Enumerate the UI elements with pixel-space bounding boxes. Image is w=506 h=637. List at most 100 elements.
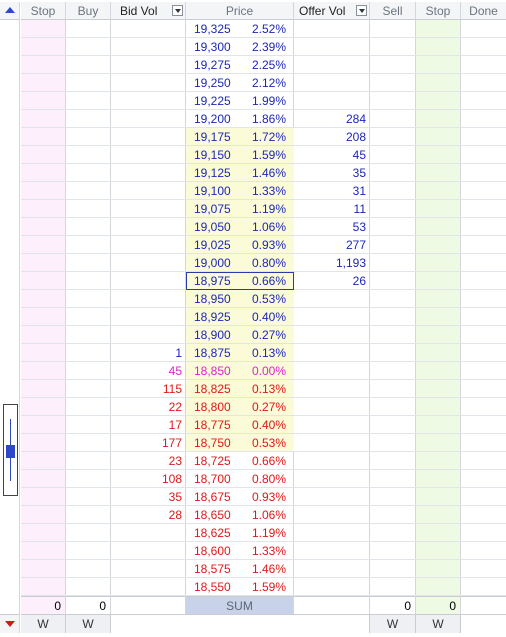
stop-right-cell[interactable] (416, 290, 461, 308)
header-done[interactable]: Done (461, 2, 506, 20)
sell-cell[interactable] (370, 92, 416, 110)
buy-cell[interactable] (66, 110, 111, 128)
stop-left-cell[interactable] (21, 560, 66, 578)
slider-thumb[interactable] (6, 445, 15, 458)
stop-right-column[interactable] (416, 20, 461, 596)
buy-cell[interactable] (66, 452, 111, 470)
sell-cell[interactable] (370, 200, 416, 218)
buy-cell[interactable] (66, 542, 111, 560)
stop-right-cell[interactable] (416, 236, 461, 254)
stop-right-cell[interactable] (416, 344, 461, 362)
sell-cell[interactable] (370, 524, 416, 542)
stop-right-cell[interactable] (416, 362, 461, 380)
stop-right-cell[interactable] (416, 272, 461, 290)
stop-right-cell[interactable] (416, 578, 461, 596)
center-slider[interactable] (3, 404, 18, 496)
stop-left-cell[interactable] (21, 20, 66, 38)
buy-cell[interactable] (66, 560, 111, 578)
stop-left-cell[interactable] (21, 506, 66, 524)
buy-cell[interactable] (66, 344, 111, 362)
stop-left-cell[interactable] (21, 344, 66, 362)
stop-right-cell[interactable] (416, 542, 461, 560)
stop-left-cell[interactable] (21, 272, 66, 290)
buy-cell[interactable] (66, 74, 111, 92)
sell-cell[interactable] (370, 74, 416, 92)
stop-right-cell[interactable] (416, 110, 461, 128)
sell-cell[interactable] (370, 344, 416, 362)
stop-right-cell[interactable] (416, 308, 461, 326)
buy-cell[interactable] (66, 56, 111, 74)
stop-right-w-button[interactable]: W (416, 614, 461, 633)
header-stop-left[interactable]: Stop (21, 2, 66, 20)
stop-left-cell[interactable] (21, 56, 66, 74)
buy-column[interactable] (66, 20, 111, 596)
stop-right-cell[interactable] (416, 560, 461, 578)
sell-cell[interactable] (370, 452, 416, 470)
buy-cell[interactable] (66, 254, 111, 272)
stop-left-cell[interactable] (21, 128, 66, 146)
stop-left-cell[interactable] (21, 362, 66, 380)
stop-left-cell[interactable] (21, 416, 66, 434)
buy-cell[interactable] (66, 218, 111, 236)
stop-left-cell[interactable] (21, 110, 66, 128)
sell-cell[interactable] (370, 398, 416, 416)
stop-right-cell[interactable] (416, 488, 461, 506)
header-sell[interactable]: Sell (370, 2, 416, 20)
stop-right-cell[interactable] (416, 416, 461, 434)
stop-right-cell[interactable] (416, 56, 461, 74)
buy-cell[interactable] (66, 506, 111, 524)
sell-cell[interactable] (370, 380, 416, 398)
sell-cell[interactable] (370, 164, 416, 182)
sell-cell[interactable] (370, 20, 416, 38)
stop-right-cell[interactable] (416, 200, 461, 218)
stop-left-cell[interactable] (21, 380, 66, 398)
stop-left-cell[interactable] (21, 290, 66, 308)
sell-cell[interactable] (370, 578, 416, 596)
stop-right-cell[interactable] (416, 434, 461, 452)
sell-cell[interactable] (370, 236, 416, 254)
stop-right-cell[interactable] (416, 128, 461, 146)
sell-w-button[interactable]: W (370, 614, 416, 633)
sell-cell[interactable] (370, 434, 416, 452)
buy-cell[interactable] (66, 182, 111, 200)
stop-left-cell[interactable] (21, 182, 66, 200)
buy-cell[interactable] (66, 326, 111, 344)
stop-right-cell[interactable] (416, 74, 461, 92)
stop-left-cell[interactable] (21, 434, 66, 452)
buy-cell[interactable] (66, 524, 111, 542)
stop-left-cell[interactable] (21, 308, 66, 326)
sell-cell[interactable] (370, 272, 416, 290)
buy-cell[interactable] (66, 128, 111, 146)
buy-cell[interactable] (66, 200, 111, 218)
stop-left-cell[interactable] (21, 398, 66, 416)
buy-cell[interactable] (66, 416, 111, 434)
offer-vol-dropdown-icon[interactable] (356, 5, 367, 16)
sell-cell[interactable] (370, 308, 416, 326)
buy-cell[interactable] (66, 578, 111, 596)
stop-left-cell[interactable] (21, 524, 66, 542)
stop-right-cell[interactable] (416, 38, 461, 56)
stop-left-cell[interactable] (21, 542, 66, 560)
scroll-down-button[interactable] (0, 614, 20, 633)
stop-right-cell[interactable] (416, 506, 461, 524)
sell-cell[interactable] (370, 218, 416, 236)
stop-right-cell[interactable] (416, 452, 461, 470)
buy-cell[interactable] (66, 308, 111, 326)
header-offer-vol[interactable]: Offer Vol (294, 2, 370, 20)
stop-left-cell[interactable] (21, 254, 66, 272)
buy-cell[interactable] (66, 38, 111, 56)
buy-cell[interactable] (66, 20, 111, 38)
stop-right-cell[interactable] (416, 20, 461, 38)
sell-cell[interactable] (370, 488, 416, 506)
stop-left-cell[interactable] (21, 326, 66, 344)
sell-cell[interactable] (370, 362, 416, 380)
stop-left-w-button[interactable]: W (21, 614, 66, 633)
buy-cell[interactable] (66, 164, 111, 182)
sell-cell[interactable] (370, 560, 416, 578)
sell-cell[interactable] (370, 326, 416, 344)
stop-left-cell[interactable] (21, 236, 66, 254)
sell-cell[interactable] (370, 470, 416, 488)
stop-right-cell[interactable] (416, 326, 461, 344)
header-buy[interactable]: Buy (66, 2, 111, 20)
sell-cell[interactable] (370, 56, 416, 74)
